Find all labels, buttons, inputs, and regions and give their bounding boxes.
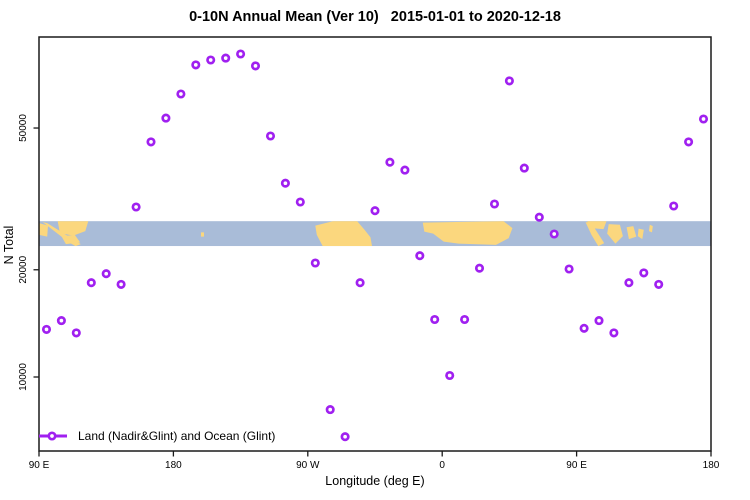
legend-marker-icon bbox=[39, 431, 67, 441]
land-patch bbox=[637, 228, 644, 240]
data-point bbox=[460, 314, 470, 325]
data-point bbox=[698, 114, 709, 124]
chart-title: 0-10N Annual Mean (Ver 10) 2015-01-01 to… bbox=[189, 9, 561, 25]
data-point bbox=[221, 53, 231, 63]
data-point bbox=[594, 316, 604, 326]
data-point bbox=[415, 251, 425, 261]
data-point bbox=[86, 278, 96, 288]
x-tick-label: 90 W bbox=[296, 460, 320, 471]
data-point bbox=[176, 89, 186, 99]
data-point bbox=[355, 278, 365, 288]
x-tick-label: 0 bbox=[439, 460, 445, 471]
land-patch bbox=[39, 223, 48, 237]
data-point bbox=[549, 229, 559, 239]
data-point bbox=[654, 279, 664, 289]
data-point bbox=[206, 55, 216, 65]
data-point bbox=[684, 137, 694, 147]
data-point bbox=[519, 163, 529, 173]
data-point bbox=[579, 323, 589, 333]
land-patch bbox=[315, 221, 372, 247]
data-point bbox=[474, 263, 485, 273]
y-axis-label: N Total bbox=[2, 225, 16, 265]
land-patch bbox=[649, 224, 653, 233]
land-patch bbox=[201, 232, 204, 237]
equator-map-band bbox=[39, 221, 711, 247]
data-point bbox=[504, 76, 514, 86]
data-point bbox=[250, 61, 261, 71]
data-point bbox=[116, 279, 126, 289]
data-point bbox=[310, 258, 320, 268]
data-point bbox=[534, 212, 544, 222]
x-tick-label: 180 bbox=[165, 460, 182, 471]
data-point bbox=[280, 178, 290, 188]
data-point bbox=[669, 201, 679, 211]
plot-border bbox=[38, 36, 712, 452]
data-point bbox=[370, 206, 380, 216]
data-point bbox=[71, 328, 81, 338]
data-point bbox=[191, 60, 201, 70]
x-tick-label: 180 bbox=[703, 460, 720, 471]
data-point bbox=[385, 157, 395, 167]
data-point bbox=[325, 405, 335, 415]
legend-label: Land (Nadir&Glint) and Ocean (Glint) bbox=[78, 429, 276, 443]
data-point bbox=[340, 432, 350, 442]
data-point bbox=[489, 199, 500, 209]
x-tick-label: 90 E bbox=[29, 460, 50, 471]
data-point bbox=[400, 165, 410, 175]
y-tick-label: 20000 bbox=[18, 255, 29, 283]
x-tick-label: 90 E bbox=[566, 460, 587, 471]
x-axis-label: Longitude (deg E) bbox=[325, 474, 425, 488]
land-patch bbox=[57, 221, 89, 236]
legend: Land (Nadir&Glint) and Ocean (Glint) bbox=[39, 429, 275, 443]
data-point bbox=[639, 268, 649, 278]
data-point bbox=[624, 278, 634, 288]
y-tick-label: 50000 bbox=[18, 114, 29, 142]
data-point bbox=[101, 269, 111, 279]
y-tick-label: 10000 bbox=[18, 363, 29, 391]
data-point bbox=[430, 314, 440, 325]
data-point bbox=[146, 137, 156, 147]
data-point bbox=[131, 202, 141, 212]
data-point bbox=[445, 370, 455, 381]
data-point bbox=[161, 113, 171, 123]
land-patch bbox=[61, 234, 81, 245]
data-point bbox=[56, 316, 66, 326]
land-patch bbox=[626, 226, 637, 240]
land-patch bbox=[587, 221, 607, 230]
data-point bbox=[265, 131, 276, 141]
data-point bbox=[609, 328, 619, 338]
data-point bbox=[236, 49, 246, 59]
data-point bbox=[564, 264, 574, 274]
land-patch bbox=[607, 224, 623, 244]
land-patch bbox=[422, 221, 513, 245]
land-patch bbox=[585, 222, 605, 247]
data-point bbox=[295, 197, 305, 207]
data-point bbox=[41, 324, 52, 334]
